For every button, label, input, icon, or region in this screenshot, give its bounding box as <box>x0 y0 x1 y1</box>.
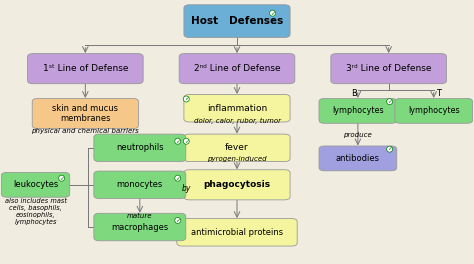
FancyBboxPatch shape <box>94 134 186 162</box>
Text: macrophages: macrophages <box>111 223 168 232</box>
FancyBboxPatch shape <box>94 213 186 241</box>
Text: antimicrobial proteins: antimicrobial proteins <box>191 228 283 237</box>
Text: also includes mast
cells, basophils,
eosinophils,
lymphocytes: also includes mast cells, basophils, eos… <box>5 198 66 225</box>
Text: by: by <box>182 184 191 193</box>
Text: 2ⁿᵈ Line of Defense: 2ⁿᵈ Line of Defense <box>194 64 280 73</box>
Text: monocytes: monocytes <box>117 180 163 189</box>
Text: mature: mature <box>127 214 153 219</box>
FancyBboxPatch shape <box>395 98 473 123</box>
Text: ✓: ✓ <box>175 176 181 181</box>
FancyBboxPatch shape <box>319 146 397 171</box>
Text: ✓: ✓ <box>183 139 189 144</box>
FancyBboxPatch shape <box>27 54 143 84</box>
FancyBboxPatch shape <box>184 95 290 122</box>
FancyBboxPatch shape <box>179 54 295 84</box>
Text: ✓: ✓ <box>175 218 181 223</box>
FancyBboxPatch shape <box>184 170 290 200</box>
Text: 3ʳᵈ Line of Defense: 3ʳᵈ Line of Defense <box>346 64 431 73</box>
Text: 1ˢᵗ Line of Defense: 1ˢᵗ Line of Defense <box>43 64 128 73</box>
FancyBboxPatch shape <box>177 219 297 246</box>
Text: ✓: ✓ <box>387 99 392 104</box>
Text: produce: produce <box>344 132 372 138</box>
Text: lymphocytes: lymphocytes <box>332 106 383 115</box>
Text: pyrogen-induced: pyrogen-induced <box>207 156 267 162</box>
Text: inflammation: inflammation <box>207 104 267 113</box>
Text: Host   Defenses: Host Defenses <box>191 16 283 26</box>
Text: skin and mucus
membranes: skin and mucus membranes <box>52 104 118 123</box>
FancyBboxPatch shape <box>319 98 397 123</box>
Text: T: T <box>436 89 441 98</box>
Text: neutrophils: neutrophils <box>116 143 164 152</box>
Text: dolor, calor, rubor, tumor: dolor, calor, rubor, tumor <box>193 118 281 125</box>
FancyBboxPatch shape <box>331 54 447 84</box>
Text: ✓: ✓ <box>183 97 189 101</box>
Text: B: B <box>351 89 357 98</box>
Text: fever: fever <box>225 143 249 152</box>
FancyBboxPatch shape <box>184 5 290 37</box>
FancyBboxPatch shape <box>184 134 290 162</box>
Text: phagocytosis: phagocytosis <box>203 180 271 189</box>
Text: ✓: ✓ <box>59 176 64 181</box>
Text: lymphocytes: lymphocytes <box>408 106 459 115</box>
Text: antibodies: antibodies <box>336 154 380 163</box>
FancyBboxPatch shape <box>94 171 186 199</box>
Text: physical and chemical barriers: physical and chemical barriers <box>31 129 139 134</box>
FancyBboxPatch shape <box>32 98 138 129</box>
FancyBboxPatch shape <box>1 172 70 197</box>
Text: ✓: ✓ <box>387 147 392 152</box>
Text: leukocytes: leukocytes <box>13 180 58 189</box>
Text: ✓: ✓ <box>175 139 181 144</box>
Text: ✓: ✓ <box>270 11 275 16</box>
